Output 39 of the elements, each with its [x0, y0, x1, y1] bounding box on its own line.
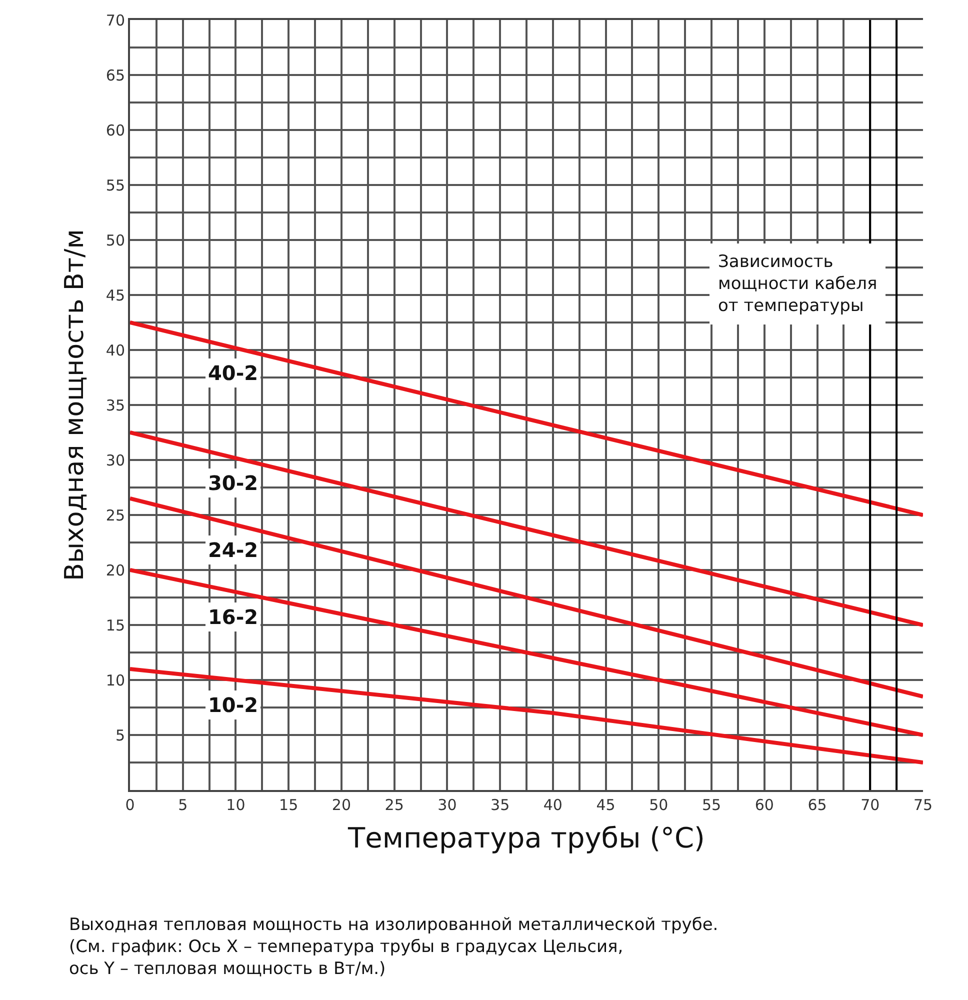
- x-tick-label: 0: [125, 796, 135, 814]
- y-tick-label: 45: [106, 286, 125, 304]
- y-tick-label: 35: [106, 396, 125, 414]
- x-tick-label: 40: [543, 796, 562, 814]
- y-tick-label: 10: [106, 671, 125, 690]
- x-tick-label: 10: [226, 796, 246, 814]
- x-tick-label: 25: [384, 796, 404, 814]
- y-tick-label: 40: [106, 341, 125, 360]
- y-tick-label: 55: [106, 176, 125, 194]
- x-tick-label: 75: [913, 796, 933, 814]
- y-tick-label: 70: [106, 11, 125, 30]
- x-tick-label: 30: [438, 796, 457, 814]
- x-tick-label: 15: [279, 796, 298, 814]
- x-tick-label: 45: [596, 796, 616, 814]
- x-tick-label: 5: [178, 796, 188, 814]
- y-tick-label: 50: [106, 231, 125, 250]
- series-label: 10-2: [208, 693, 258, 717]
- x-tick-label: 20: [332, 796, 352, 814]
- series-label: 40-2: [208, 361, 258, 385]
- y-tick-label: 15: [106, 616, 125, 634]
- x-axis-title: Температура трубы (°C): [347, 822, 705, 855]
- y-axis-title: Выходная мощность Вт/м: [60, 229, 90, 581]
- y-tick-label: 60: [106, 121, 125, 140]
- x-tick-label: 65: [808, 796, 827, 814]
- x-tick-label: 50: [649, 796, 668, 814]
- y-tick-label: 30: [106, 451, 125, 470]
- series-label: 30-2: [208, 471, 258, 495]
- x-tick-label: 55: [702, 796, 722, 814]
- y-tick-label: 20: [106, 561, 125, 580]
- x-tick-label: 35: [490, 796, 510, 814]
- y-tick-label: 5: [115, 726, 125, 744]
- text: Выходная тепловая мощность на изолированной металлической трубе. (См. график: Ось X – температура трубы в градусах Цельсия, ось Y – тепловая мощность в Вт/м.): [69, 915, 718, 980]
- x-tick-label: 70: [860, 796, 880, 814]
- x-tick-label: 60: [754, 796, 774, 814]
- y-tick-label: 25: [106, 506, 125, 524]
- series-label: 24-2: [208, 538, 258, 562]
- annotation: Зависимость мощности кабеля от температуры: [718, 252, 878, 316]
- y-tick-label: 65: [106, 66, 125, 84]
- series-label: 16-2: [208, 605, 258, 629]
